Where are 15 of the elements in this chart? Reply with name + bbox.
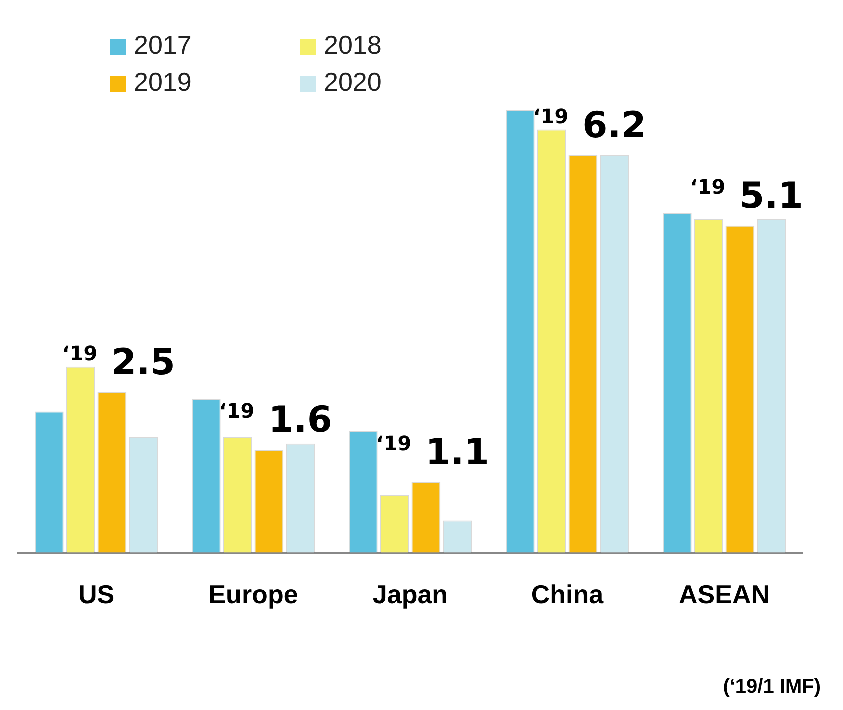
data-label: ‘19 6.2 (533, 104, 646, 146)
data-label: ‘19 1.1 (376, 431, 490, 474)
text: (‘19/1 IMF) (723, 676, 821, 699)
legend-label: 2018 (323, 30, 383, 61)
legend-label: 2017 (133, 30, 193, 61)
x-tick-label: ASEAN (678, 580, 770, 610)
data-label: ‘19 5.1 (690, 174, 804, 217)
x-tick-label: China (531, 580, 604, 610)
legend-label: 2020 (323, 67, 383, 98)
x-tick-label: Europe (208, 580, 298, 610)
data-label: ‘19 1.6 (219, 399, 332, 442)
x-tick-label: US (78, 580, 115, 610)
data-label: ‘19 2.5 (62, 342, 176, 384)
x-tick-label: Japan (372, 580, 448, 610)
legend-label: 2019 (133, 67, 193, 98)
